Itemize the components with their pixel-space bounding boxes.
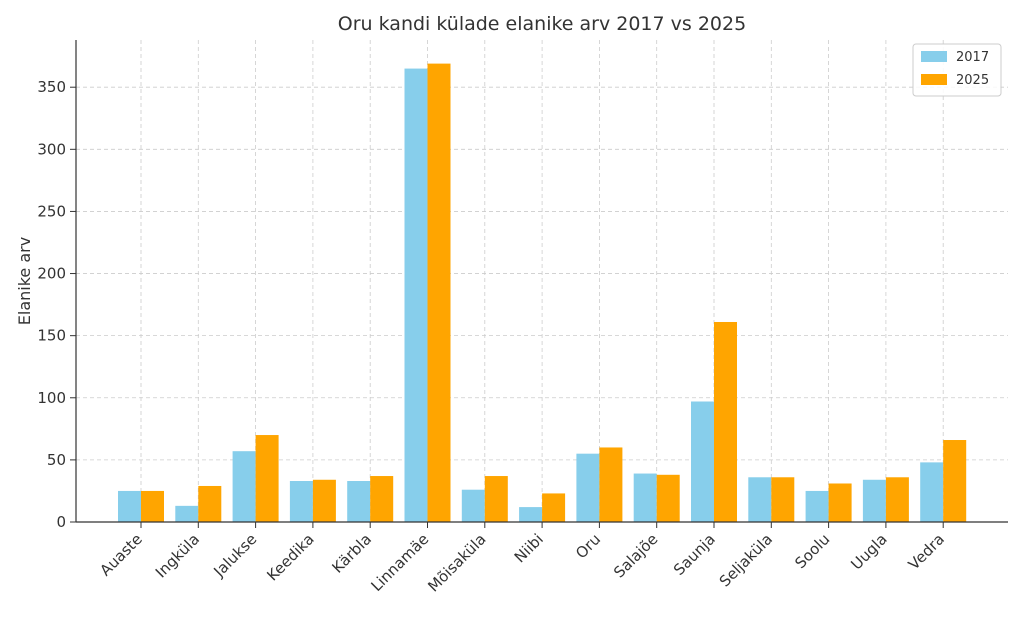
bar-2025-Vedra	[943, 440, 967, 522]
chart-title: Oru kandi külade elanike arv 2017 vs 202…	[338, 13, 746, 35]
bar-2017-Linnamäe	[404, 68, 428, 522]
bar-2025-Jalukse	[255, 435, 279, 522]
legend-label-2017: 2017	[956, 50, 989, 65]
bar-2017-Auaste	[118, 490, 141, 522]
bar-2017-Soolu	[805, 490, 829, 522]
y-tick-label: 200	[37, 265, 66, 283]
bar-2017-Vedra	[920, 462, 944, 522]
bar-2025-Seljaküla	[771, 477, 795, 522]
x-tick-label: Oru	[572, 530, 604, 562]
y-tick-label: 50	[47, 451, 66, 469]
bar-2017-Ingküla	[175, 505, 199, 522]
y-tick-label: 300	[37, 140, 66, 158]
bar-2025-Auaste	[141, 490, 164, 522]
bar-2017-Seljaküla	[748, 477, 772, 522]
bar-2017-Mõisaküla	[461, 489, 485, 522]
legend-swatch-2017	[921, 51, 947, 62]
bar-2025-Niibi	[542, 493, 566, 522]
legend-swatch-2025	[921, 74, 947, 85]
bar-2017-Uugla	[862, 479, 886, 522]
bar-2025-Kärbla	[370, 476, 394, 522]
y-tick-label: 350	[37, 78, 66, 96]
x-tick-label: Ingküla	[152, 530, 203, 581]
bars	[118, 63, 967, 523]
x-tick-label: Jalukse	[209, 530, 260, 581]
bar-2017-Jalukse	[232, 451, 256, 522]
x-tick-label: Vedra	[905, 530, 948, 573]
y-axis-label: Elanike arv	[15, 237, 34, 325]
legend: 2017 2025	[912, 43, 1002, 97]
bar-2025-Mõisaküla	[484, 476, 508, 522]
legend-label-2025: 2025	[956, 73, 989, 88]
x-tick-label: Kärbla	[328, 530, 375, 577]
bar-2025-Keedika	[312, 479, 336, 522]
bar-2025-Saunja	[714, 321, 737, 522]
x-tick-label: Linnamäe	[367, 530, 432, 595]
x-tick-label: Soolu	[791, 530, 833, 572]
y-tick-label: 0	[56, 513, 66, 531]
bar-2025-Salajõe	[656, 474, 680, 522]
bar-2017-Kärbla	[347, 481, 371, 522]
x-tick-label: Saunja	[670, 530, 719, 579]
x-tick-label: Mõisaküla	[424, 530, 489, 595]
bar-2025-Oru	[599, 447, 623, 522]
bar-2017-Keedika	[289, 481, 313, 522]
bar-2025-Soolu	[828, 483, 852, 522]
bar-2017-Salajõe	[633, 473, 657, 522]
bar-2025-Ingküla	[198, 485, 222, 522]
x-tick-label: Niibi	[511, 530, 547, 566]
y-tick-label: 150	[37, 327, 66, 345]
x-tick-label: Salajõe	[610, 530, 661, 581]
bar-2017-Saunja	[691, 401, 714, 522]
x-tick-label: Keedika	[263, 530, 317, 584]
bar-2017-Oru	[576, 453, 600, 522]
bar-2025-Linnamäe	[427, 63, 451, 523]
bar-2025-Uugla	[885, 477, 909, 522]
x-tick-label: Auaste	[96, 530, 145, 579]
x-tick-label: Uugla	[847, 530, 890, 573]
grid	[76, 40, 1008, 522]
y-tick-label: 100	[37, 389, 66, 407]
x-tick-label: Seljaküla	[716, 530, 776, 590]
bar-2017-Niibi	[519, 507, 543, 522]
y-tick-label: 250	[37, 202, 66, 220]
